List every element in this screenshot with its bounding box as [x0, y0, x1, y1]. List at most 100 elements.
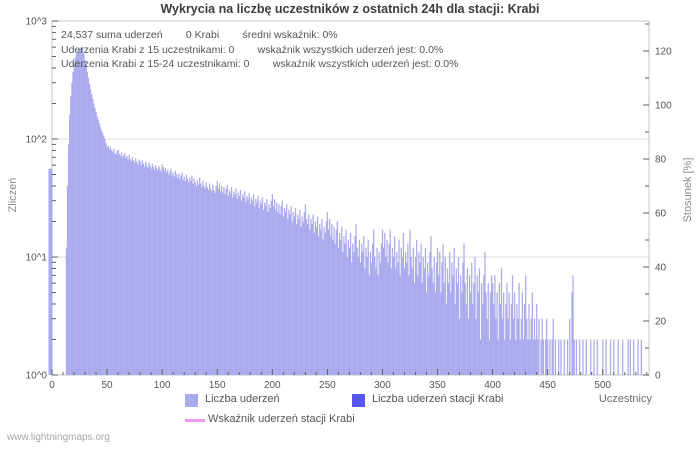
- histogram-bar: [327, 229, 330, 375]
- histogram-bar: [170, 168, 172, 375]
- histogram-bar: [78, 49, 81, 376]
- histogram-bar: [529, 339, 531, 375]
- histogram-bar: [257, 195, 259, 375]
- histogram-bar: [354, 236, 356, 375]
- histogram-bar: [280, 206, 282, 375]
- histogram-bar: [401, 257, 403, 375]
- histogram-bar: [449, 252, 451, 375]
- histogram-bar: [97, 119, 99, 375]
- histogram-bar: [251, 200, 254, 375]
- histogram-bar: [141, 160, 144, 375]
- histogram-bar: [297, 214, 299, 375]
- histogram-bar: [355, 224, 357, 375]
- histogram-bar: [283, 208, 286, 375]
- histogram-bar: [332, 239, 334, 375]
- x-tick-label: 400: [484, 380, 501, 391]
- histogram-bar: [310, 218, 312, 375]
- histogram-bar: [225, 188, 227, 375]
- histogram-bar: [398, 239, 400, 375]
- histogram-bar: [418, 252, 420, 375]
- histogram-bar: [482, 303, 484, 375]
- histogram-bar: [315, 226, 318, 375]
- histogram-bar: [191, 175, 193, 375]
- histogram-bar: [250, 197, 253, 375]
- histogram-bar: [201, 187, 203, 375]
- histogram-bar: [492, 283, 494, 375]
- x-tick-label: 0: [49, 380, 55, 391]
- histogram-bar: [309, 229, 311, 375]
- histogram-bar: [510, 303, 513, 375]
- histogram-bar: [93, 103, 95, 376]
- histogram-bar: [450, 292, 452, 375]
- histogram-bar: [518, 283, 520, 375]
- histogram-bar: [458, 318, 461, 375]
- histogram-bar: [395, 268, 397, 375]
- histogram-bar: [362, 252, 364, 375]
- histogram-bar: [169, 171, 171, 375]
- histogram-bar: [131, 157, 134, 375]
- histogram-bar: [356, 247, 358, 375]
- histogram-bar: [439, 252, 441, 375]
- histogram-bar: [304, 204, 307, 375]
- histogram-bar: [261, 197, 264, 375]
- histogram-bar: [322, 239, 324, 375]
- histogram-bar: [388, 243, 390, 375]
- histogram-bar: [509, 339, 511, 375]
- y-right-tick-label: 40: [655, 263, 667, 274]
- histogram-bar: [400, 247, 402, 375]
- histogram-bar: [291, 221, 293, 375]
- histogram-bar: [360, 243, 363, 375]
- histogram-bar: [228, 189, 231, 375]
- histogram-bar: [640, 339, 642, 375]
- y-left-tick-label: 10^2: [26, 135, 48, 146]
- histogram-bar: [522, 339, 525, 375]
- histogram-bar: [109, 146, 112, 375]
- histogram-bar: [192, 183, 194, 375]
- histogram-bar: [348, 247, 351, 375]
- histogram-bar: [516, 303, 518, 375]
- histogram-bar: [337, 247, 340, 375]
- histogram-bar: [405, 252, 407, 375]
- histogram-bar: [289, 214, 291, 375]
- histogram-bar: [504, 339, 506, 375]
- x-tick-label: 250: [319, 380, 336, 391]
- histogram-bar: [188, 182, 190, 375]
- histogram-bar: [358, 239, 361, 375]
- histogram-bar: [281, 200, 283, 375]
- histogram-bar: [351, 262, 353, 375]
- histogram-bar: [218, 183, 221, 375]
- histogram-bar: [514, 292, 516, 375]
- histogram-bar: [208, 183, 211, 375]
- histogram-bar: [345, 229, 347, 375]
- histogram-bar: [152, 166, 155, 375]
- histogram-bar: [229, 192, 232, 375]
- histogram-bar: [526, 318, 528, 375]
- histogram-bar: [340, 239, 342, 375]
- histogram-bar: [471, 262, 473, 375]
- histogram-bar: [369, 252, 372, 375]
- histogram-bar: [552, 318, 554, 375]
- histogram-bar: [85, 65, 87, 376]
- histogram-bar: [316, 216, 319, 375]
- histogram-bar: [496, 292, 498, 375]
- histogram-bar: [138, 159, 140, 375]
- histogram-bar: [366, 257, 368, 375]
- x-axis-label: Uczestnicy: [598, 393, 652, 405]
- legend-label-station-ratio: Wskaźnik uderzeń stacji Krabi: [208, 413, 355, 425]
- histogram-bar: [508, 292, 510, 375]
- histogram-bar: [277, 212, 279, 375]
- histogram-bar: [65, 247, 68, 375]
- histogram-bar: [161, 164, 163, 375]
- histogram-bar: [151, 163, 153, 375]
- histogram-bar: [273, 199, 276, 375]
- histogram-bar: [410, 257, 412, 375]
- histogram-bar: [278, 204, 280, 375]
- histogram-bar: [324, 232, 326, 375]
- histogram-bar: [242, 194, 244, 375]
- histogram-bar: [194, 182, 196, 375]
- histogram-bar: [520, 318, 522, 375]
- histogram-bar: [178, 173, 180, 375]
- histogram-bar: [248, 192, 250, 375]
- histogram-bar: [349, 232, 352, 375]
